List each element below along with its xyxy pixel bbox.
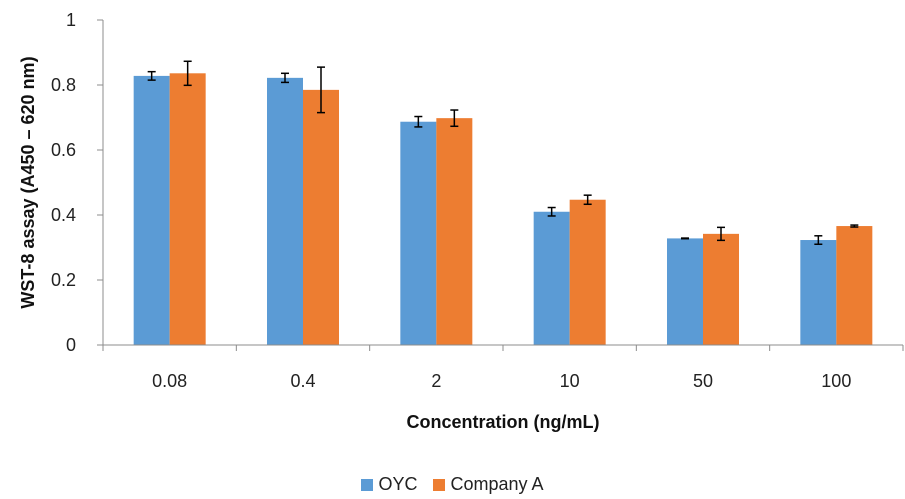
error-bar <box>681 237 689 240</box>
x-tick-label: 2 <box>431 371 441 391</box>
legend-swatch-oyc <box>361 478 374 491</box>
bar-company-a <box>836 226 873 345</box>
x-tick-label: 100 <box>821 371 851 391</box>
y-tick-label: 0.8 <box>51 75 76 95</box>
legend-label-oyc: OYC <box>378 474 418 494</box>
bar-oyc <box>267 77 303 345</box>
bar-company-a <box>436 118 473 346</box>
legend-item-company-a: Company A <box>433 474 544 495</box>
y-tick-label: 0 <box>66 335 76 355</box>
bar-oyc <box>400 121 437 345</box>
y-tick-label: 1 <box>66 10 76 30</box>
error-bar <box>414 115 423 128</box>
x-tick-label: 10 <box>560 371 580 391</box>
error-bar <box>547 206 556 217</box>
bar-company-a <box>169 73 206 346</box>
error-bar <box>850 224 859 228</box>
x-tick-label: 0.08 <box>152 371 187 391</box>
legend-item-oyc: OYC <box>361 474 417 495</box>
bar-company-a <box>569 199 606 345</box>
error-bar <box>583 194 592 206</box>
error-bar <box>717 226 725 242</box>
bars-layer <box>133 73 873 346</box>
y-tick-label: 0.4 <box>51 205 76 225</box>
legend: OYC Company A <box>0 474 905 495</box>
error-bars-layer <box>147 60 859 245</box>
y-tick-labels: 0 0.2 0.4 0.6 0.8 1 <box>51 10 76 355</box>
x-tick-labels: 0.08 0.4 2 10 50 100 <box>152 371 851 391</box>
error-bar <box>317 66 325 114</box>
y-tick-label: 0.2 <box>51 270 76 290</box>
bar-oyc <box>800 240 837 345</box>
bar-company-a <box>703 233 739 345</box>
error-bar <box>814 235 823 245</box>
bar-oyc <box>133 75 170 346</box>
bar-oyc <box>667 238 703 345</box>
legend-swatch-company-a <box>433 478 446 491</box>
error-bar <box>147 70 156 81</box>
legend-label-company-a: Company A <box>450 474 544 494</box>
error-bar <box>183 60 192 87</box>
y-tick-label: 0.6 <box>51 140 76 160</box>
bar-oyc <box>533 211 570 345</box>
error-bar <box>450 109 459 128</box>
y-axis-title: WST-8 assay (A450 – 620 nm) <box>18 56 38 308</box>
x-axis-title: Concentration (ng/mL) <box>407 412 600 432</box>
bar-company-a <box>303 89 339 345</box>
x-tick-label: 50 <box>693 371 713 391</box>
error-bar <box>281 72 289 84</box>
axes-layer <box>97 19 904 351</box>
bar-chart: 0 0.2 0.4 0.6 0.8 1 0.08 0.4 2 10 50 100 WST-8 ass… <box>18 10 904 432</box>
x-tick-label: 0.4 <box>290 371 315 391</box>
